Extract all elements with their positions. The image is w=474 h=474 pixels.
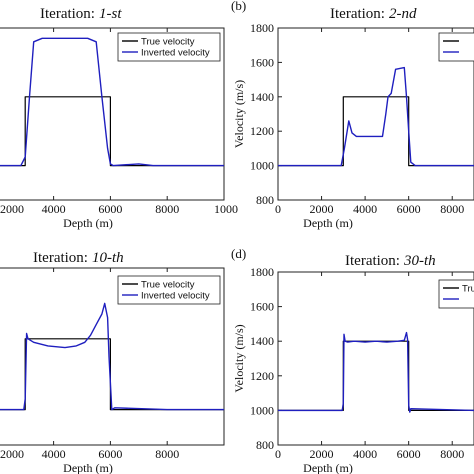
y-tick-label: 1400 <box>250 334 274 348</box>
series-group <box>278 66 474 167</box>
y-tick-label: 1600 <box>250 55 274 69</box>
x-tick-label: 6000 <box>397 202 421 216</box>
chart-title-suffix: 2-nd <box>389 6 417 22</box>
chart-title-prefix: Iteration: <box>33 250 88 266</box>
chart-title: Iteration: 10-th <box>33 250 124 266</box>
series-line-inverted-velocity <box>0 37 224 167</box>
y-tick-label: 1800 <box>250 265 274 279</box>
x-tick-label: 8000 <box>440 447 464 461</box>
axes-frame <box>277 271 474 446</box>
series-line-true-velocity <box>278 96 474 167</box>
series-line-true-velocity <box>0 338 224 411</box>
x-tick-label: 4000 <box>42 447 66 461</box>
series-line-inverted-velocity <box>278 66 474 167</box>
chart-title: Iteration: 1-st <box>40 6 122 22</box>
series-line-true-velocity <box>0 96 224 167</box>
panel-letter: (b) <box>231 0 246 13</box>
x-tick-label: 8000 <box>155 202 179 216</box>
y-tick-label: 800 <box>256 193 274 207</box>
x-tick-label: 6000 <box>98 202 122 216</box>
panel-4: 0 2000 4000 6000 8000 800 1000 1200 1400 1600 1800… <box>231 246 474 474</box>
x-tick-label: 6000 <box>397 447 421 461</box>
x-axis-label: Depth (m) <box>303 216 353 230</box>
x-tick-label: 4000 <box>353 447 377 461</box>
series-group <box>0 302 224 411</box>
y-tick-label: 1800 <box>250 21 274 35</box>
axes-frame <box>277 27 474 201</box>
x-tick-label: 2000 <box>0 447 24 461</box>
chart-title-prefix: Iteration: <box>330 6 385 22</box>
legend-label: Inverted velocity <box>141 48 210 59</box>
y-tick-label: 1000 <box>250 159 274 173</box>
x-tick-label: 2000 <box>310 202 334 216</box>
x-tick-label: 4000 <box>42 202 66 216</box>
y-tick-label: 1600 <box>250 300 274 314</box>
chart-title-prefix: Iteration: <box>345 253 400 269</box>
panel-2: 0 2000 4000 6000 8000 800 1000 1200 1400 1600 1800… <box>231 0 474 230</box>
legend-box <box>117 275 221 305</box>
y-tick-label: 1400 <box>250 90 274 104</box>
series-line-true-velocity <box>278 340 474 411</box>
x-axis-label: Depth (m) <box>63 461 113 474</box>
x-axis-label: Depth (m) <box>303 461 353 474</box>
axes-frame <box>0 27 225 201</box>
legend-label: True velocity <box>141 37 195 48</box>
panel-3: 2000 4000 6000 8000 Depth (m) Iteration: 10-th… <box>0 250 225 474</box>
y-tick-label: 1000 <box>250 403 274 417</box>
chart-title-suffix: 10-th <box>92 250 124 266</box>
y-axis-label: Velocity (m/s) <box>232 324 246 392</box>
y-tick-label: 800 <box>256 438 274 452</box>
x-tick-label: 1000 <box>214 202 238 216</box>
chart-title-suffix: 30-th <box>403 253 436 269</box>
x-axis-label: Depth (m) <box>63 216 113 230</box>
x-tick-label: 0 <box>275 447 281 461</box>
panel-1: 2000 4000 6000 8000 1000 Depth (m) Iteration: 1… <box>0 6 238 230</box>
legend <box>438 32 474 62</box>
y-tick-label: 1200 <box>250 369 274 383</box>
legend: Tru <box>438 279 474 309</box>
series-line-inverted-velocity <box>0 302 224 411</box>
axes-frame <box>0 267 225 446</box>
x-tick-label: 8000 <box>440 202 464 216</box>
legend-label: True velocity <box>141 280 195 291</box>
chart-title: Iteration: 30-th <box>345 253 436 269</box>
chart-title-prefix: Iteration: <box>40 6 95 22</box>
chart-title: Iteration: 2-nd <box>330 6 417 22</box>
x-tick-label: 4000 <box>353 202 377 216</box>
chart-title-suffix: 1-st <box>99 6 122 22</box>
series-group <box>278 331 474 413</box>
legend-box <box>438 32 474 62</box>
x-tick-label: 2000 <box>310 447 334 461</box>
legend-box <box>438 279 474 309</box>
legend-label: Tru <box>462 284 474 295</box>
x-tick-label: 8000 <box>155 447 179 461</box>
series-line-inverted-velocity <box>278 331 474 413</box>
panel-letter: (d) <box>231 246 246 261</box>
legend-box <box>117 32 221 62</box>
legend-label: Inverted velocity <box>141 291 210 302</box>
y-axis-label: Velocity (m/s) <box>232 80 246 148</box>
x-tick-label: 6000 <box>98 447 122 461</box>
x-tick-label: 2000 <box>0 202 24 216</box>
y-tick-label: 1200 <box>250 124 274 138</box>
x-tick-label: 0 <box>275 202 281 216</box>
series-group <box>0 37 224 167</box>
